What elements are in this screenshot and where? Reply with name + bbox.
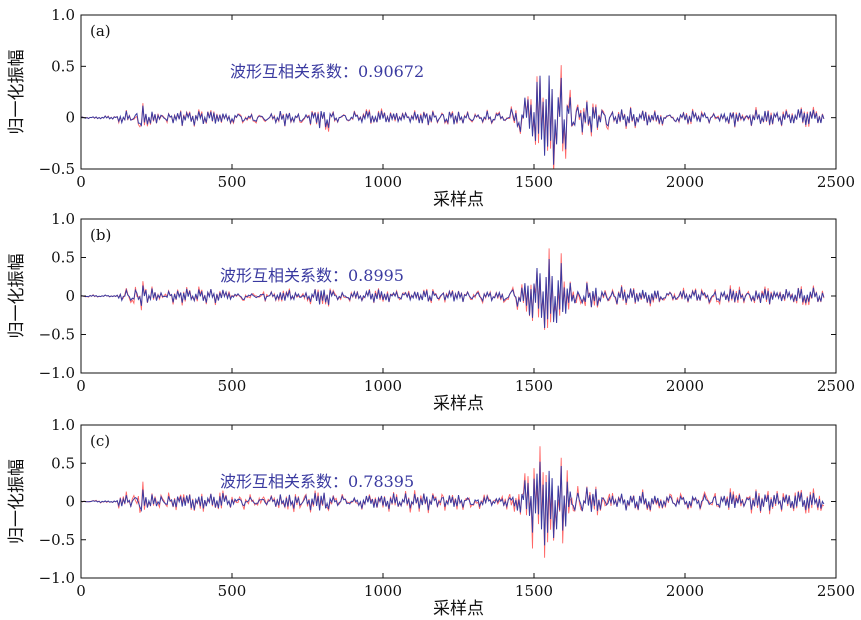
y-tick-label: 0 (65, 109, 75, 127)
x-tick-label: 500 (218, 582, 247, 600)
x-tick-label: 0 (76, 377, 86, 395)
series-line-observed (81, 248, 825, 330)
x-tick-label: 0 (76, 582, 86, 600)
x-tick-label: 1500 (515, 582, 553, 600)
y-tick-label: 0.5 (51, 454, 75, 472)
x-tick-label: 0 (76, 173, 86, 191)
x-tick-label: 2000 (666, 582, 704, 600)
y-tick-label: −1.0 (39, 364, 75, 382)
x-tick-label: 2500 (817, 377, 855, 395)
x-tick-label: 2500 (817, 582, 855, 600)
y-tick-label: −1.0 (39, 569, 75, 587)
panel-c: 0 500 1000 1500 2000 2500 −1.0 −0.5 0 0.5 1.0 采样点 归一… (7, 416, 855, 619)
series-line-synthetic (81, 75, 825, 165)
correlation-annotation: 波形互相关系数：0.78395 (220, 472, 414, 491)
series-line-synthetic (81, 258, 825, 329)
x-tick-label: 1000 (364, 377, 402, 395)
x-tick-label: 1000 (364, 173, 402, 191)
y-tick-label: 0 (65, 493, 75, 511)
panel-a: 0 500 1000 1500 2000 2500−0.500.51.0采样点归一化振幅(… (7, 6, 855, 210)
correlation-annotation: 波形互相关系数：0.90672 (230, 62, 424, 81)
series-line-observed (81, 65, 825, 169)
y-tick-label: 0.5 (51, 57, 75, 75)
x-tick-label: 2500 (817, 173, 855, 191)
correlation-annotation: 波形互相关系数：0.8995 (220, 266, 404, 285)
x-tick-label: 1500 (515, 377, 553, 395)
y-tick-label: 0.5 (51, 249, 75, 267)
y-axis-label: 归一化振幅 (7, 254, 27, 339)
panel-label: (c) (90, 432, 110, 450)
y-tick-label: 1.0 (51, 6, 75, 24)
x-tick-label: 500 (218, 173, 247, 191)
panel-label: (b) (90, 226, 111, 244)
x-tick-label: 1000 (364, 582, 402, 600)
y-tick-label: 1.0 (51, 210, 75, 228)
y-tick-label: 0 (65, 287, 75, 305)
panel-label: (a) (90, 22, 111, 40)
panel-b: 0 500 1000 1500 2000 2500 −1.0 −0.5 0 0.5 1.0 采样点 归一… (7, 210, 855, 414)
x-axis-label: 采样点 (433, 394, 484, 414)
y-tick-label: 1.0 (51, 416, 75, 434)
x-tick-label: 1500 (515, 173, 553, 191)
x-axis-label: 采样点 (433, 599, 484, 619)
y-axis-label: 归一化振幅 (7, 459, 27, 544)
y-tick-label: −0.5 (39, 531, 75, 549)
y-tick-label: −0.5 (39, 326, 75, 344)
x-tick-label: 2000 (666, 173, 704, 191)
y-axis-label: 归一化振幅 (7, 50, 27, 135)
x-tick-label: 500 (218, 377, 247, 395)
x-axis-label: 采样点 (433, 190, 484, 210)
x-tick-label: 2000 (666, 377, 704, 395)
series-line-synthetic (81, 461, 825, 546)
plot-frame (80, 14, 837, 170)
y-tick-label: −0.5 (39, 160, 75, 178)
